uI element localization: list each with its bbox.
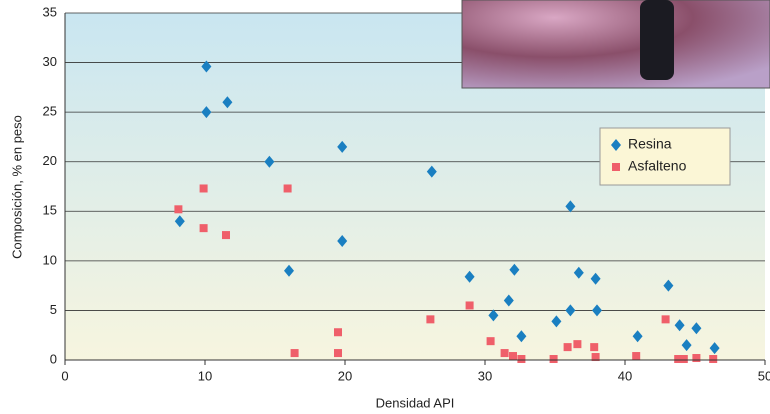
point: [590, 343, 598, 351]
point: [426, 315, 434, 323]
x-axis-title: Densidad API: [376, 395, 455, 410]
y-tick-label: 25: [43, 104, 57, 119]
x-tick-label: 50: [758, 368, 770, 383]
x-tick-label: 10: [198, 368, 212, 383]
photo-object: [640, 0, 674, 80]
point: [200, 184, 208, 192]
point: [692, 354, 700, 362]
legend-label: Asfalteno: [628, 158, 687, 174]
legend-marker: [612, 163, 620, 171]
point: [291, 349, 299, 357]
y-tick-label: 20: [43, 153, 57, 168]
point: [550, 355, 558, 363]
point: [487, 337, 495, 345]
point: [517, 355, 525, 363]
y-tick-label: 5: [50, 302, 57, 317]
x-tick-label: 30: [478, 368, 492, 383]
point: [632, 352, 640, 360]
point: [222, 231, 230, 239]
x-tick-label: 0: [61, 368, 68, 383]
legend-label: Resina: [628, 136, 672, 152]
point: [709, 355, 717, 363]
point: [466, 301, 474, 309]
point: [501, 349, 509, 357]
point: [573, 340, 581, 348]
point: [334, 349, 342, 357]
x-tick-label: 40: [618, 368, 632, 383]
point: [200, 224, 208, 232]
point: [564, 343, 572, 351]
point: [174, 205, 182, 213]
x-tick-label: 20: [338, 368, 352, 383]
chart: Densidad API Composición, % en peso 0 5 10…: [0, 0, 770, 414]
point: [334, 328, 342, 336]
y-tick-label: 30: [43, 54, 57, 69]
y-tick-label: 10: [43, 252, 57, 267]
point: [509, 352, 517, 360]
y-tick-label: 15: [43, 203, 57, 218]
y-tick-label: 0: [50, 351, 57, 366]
point: [680, 355, 688, 363]
y-tick-label: 35: [43, 4, 57, 19]
point: [662, 315, 670, 323]
y-axis-title: Composición, % en peso: [9, 115, 24, 259]
photo: [462, 0, 770, 88]
point: [284, 184, 292, 192]
